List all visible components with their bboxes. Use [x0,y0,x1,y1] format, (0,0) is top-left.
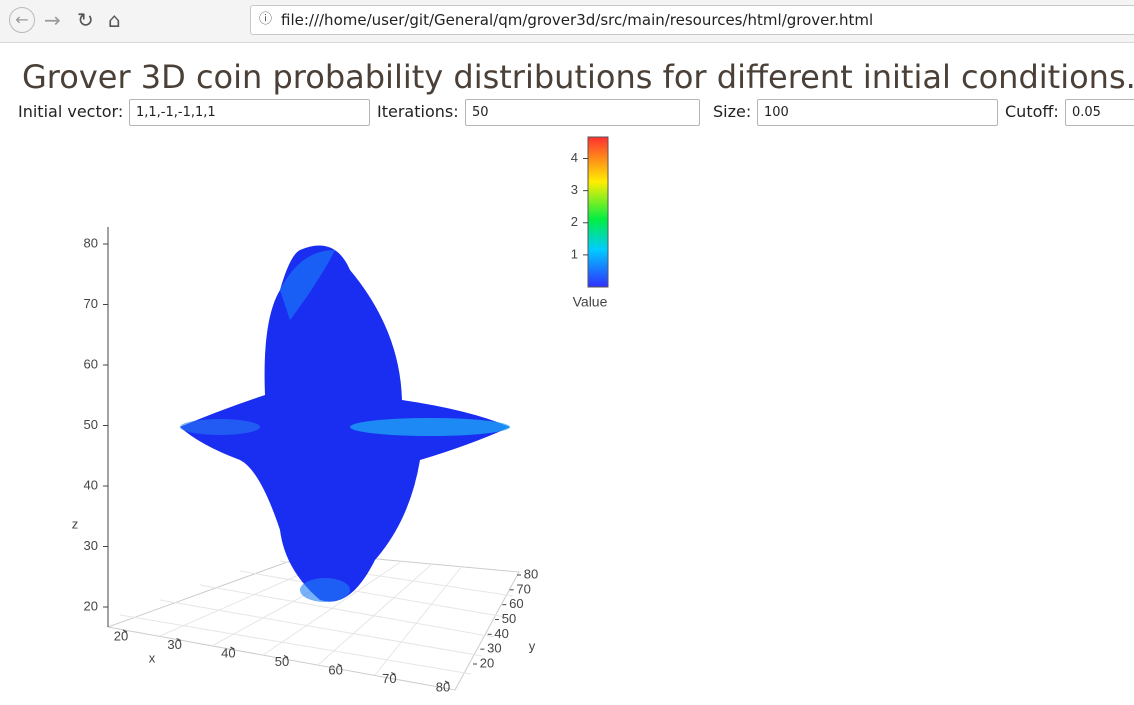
browser-toolbar: ← → ↻ ⌂ ⓘ file:///home/user/git/General/q… [0,0,1134,43]
z-axis-title: z [72,516,79,531]
y-tick-label: 70 [516,581,530,596]
y-tick-label: 60 [509,596,523,611]
colorbar-tick-label: 4 [571,150,578,165]
x-tick-label: 60 [328,662,342,677]
colorbar-tick-label: 2 [571,214,578,229]
y-tick-label: 30 [487,641,501,656]
y-tick-label: 20 [480,655,494,670]
z-tick-label: 50 [84,417,98,432]
reload-button[interactable]: ↻ [77,8,94,32]
x-tick [337,663,342,667]
y-tick-label: 50 [502,611,516,626]
x-tick [444,680,450,684]
page-title: Grover 3D coin probability distributions… [22,58,1134,96]
x-tick [283,655,289,658]
x-tick-label: 70 [382,671,396,686]
z-tick-label: 20 [84,598,98,613]
control-input[interactable]: 1,1,-1,-1,1,1 [129,99,370,126]
colorbar-title: Value [573,294,608,310]
floor-grid [106,552,520,691]
url-text: file:///home/user/git/General/qm/grover3… [281,11,874,29]
x-tick [230,646,235,650]
info-icon: ⓘ [259,12,273,27]
url-bar[interactable]: ⓘ file:///home/user/git/General/qm/grover… [250,5,1134,35]
x-tick [176,638,181,641]
x-tick [391,672,396,675]
z-tick-label: 80 [84,235,98,250]
control-input[interactable]: 100 [757,99,998,126]
y-axis-title: y [529,638,536,653]
x-tick [122,629,128,633]
control-label: Size: [713,102,752,121]
colorbar-tick-label: 3 [571,182,578,197]
control-label: Initial vector: [18,102,124,121]
y-tick-label: 80 [524,566,538,581]
control-label: Cutoff: [1005,102,1059,121]
control-input[interactable]: 0.05 [1065,99,1134,126]
x-tick-label: 80 [436,679,450,694]
control-input[interactable]: 50 [465,99,700,126]
x-axis-title: x [149,650,156,665]
colorbar [587,136,609,288]
x-tick-label: 50 [275,654,289,669]
scatter-cloud [180,245,510,602]
z-tick-label: 60 [84,356,98,371]
y-tick-label: 40 [494,626,508,641]
x-tick-label: 40 [221,645,235,660]
control-label: Iterations: [377,102,459,121]
x-tick-label: 20 [114,628,128,643]
z-tick-label: 40 [84,477,98,492]
back-button[interactable]: ← [9,7,35,33]
x-tick-label: 30 [167,637,181,652]
z-tick-label: 30 [84,538,98,553]
z-tick-label: 70 [84,296,98,311]
home-button[interactable]: ⌂ [108,8,121,32]
colorbar-tick-label: 1 [571,246,578,261]
forward-button[interactable]: → [44,8,61,32]
